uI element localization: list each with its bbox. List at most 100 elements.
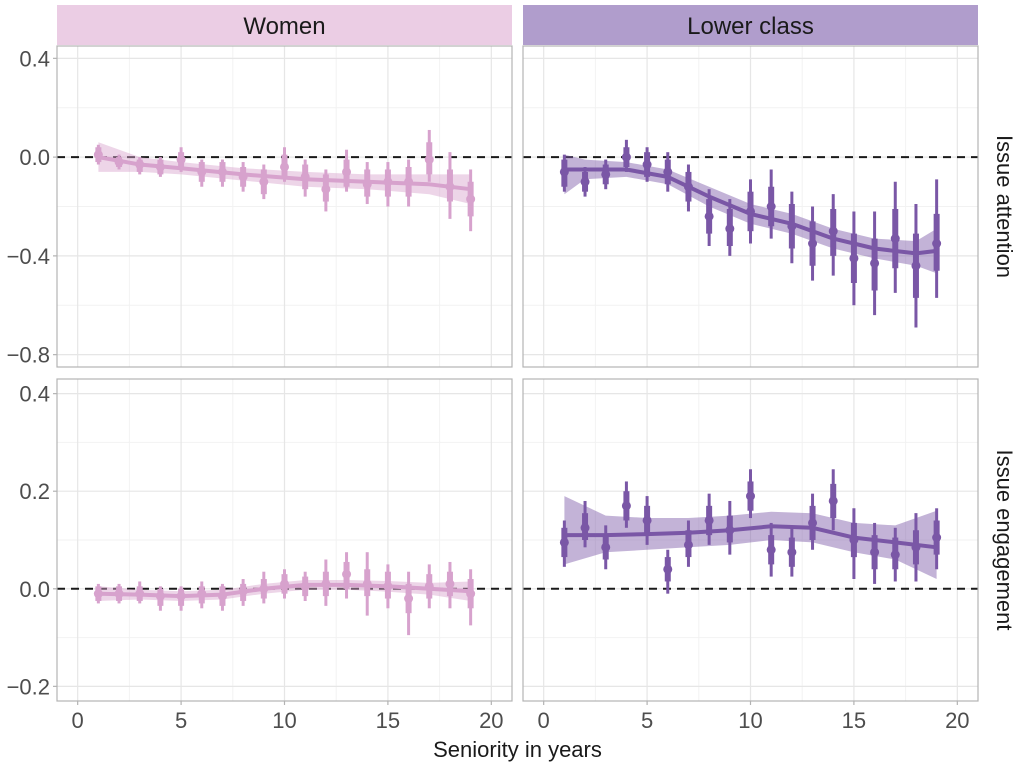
y-tick-label: 0.4 xyxy=(19,46,50,71)
point-estimate xyxy=(321,579,331,589)
point-estimate xyxy=(746,491,755,501)
point-estimate xyxy=(663,564,673,574)
point-estimate xyxy=(808,518,818,528)
y-tick-label: −0.4 xyxy=(7,244,50,269)
point-estimate xyxy=(828,226,838,236)
point-estimate xyxy=(580,177,590,187)
point-estimate xyxy=(259,584,269,594)
point-estimate xyxy=(155,591,165,601)
point-estimate xyxy=(601,542,611,552)
point-estimate xyxy=(135,589,145,599)
x-tick-label: 20 xyxy=(479,708,503,733)
point-estimate xyxy=(135,160,145,170)
point-estimate xyxy=(932,239,942,249)
point-estimate xyxy=(787,547,797,557)
point-estimate xyxy=(217,591,227,601)
y-tick-label: 0.0 xyxy=(19,577,50,602)
x-tick-label: 10 xyxy=(272,708,296,733)
point-estimate xyxy=(601,169,611,179)
point-estimate xyxy=(870,258,880,268)
row-strip-label: Issue engagement xyxy=(992,449,1017,630)
point-estimate xyxy=(342,167,352,177)
point-estimate xyxy=(683,540,693,550)
panel-border xyxy=(522,45,979,368)
smooth-line xyxy=(98,155,471,192)
point-estimate xyxy=(787,221,797,231)
point-estimate xyxy=(870,547,880,557)
point-estimate xyxy=(808,239,818,249)
point-estimate xyxy=(362,179,372,189)
point-estimate xyxy=(911,542,921,552)
point-estimate xyxy=(725,525,735,535)
point-estimate xyxy=(155,162,165,172)
point-estimate xyxy=(197,167,207,177)
point-estimate xyxy=(342,569,352,579)
x-tick-label: 15 xyxy=(376,708,400,733)
y-tick-label: −0.2 xyxy=(7,674,50,699)
x-tick-label: 10 xyxy=(738,708,762,733)
point-estimate xyxy=(300,172,310,182)
point-estimate xyxy=(580,523,590,533)
panel-border xyxy=(56,45,513,368)
y-tick-label: 0.0 xyxy=(19,145,50,170)
x-tick-label: 0 xyxy=(538,708,550,733)
point-estimate xyxy=(383,581,393,591)
column-strip-label: Lower class xyxy=(687,13,814,40)
point-estimate xyxy=(321,184,331,194)
point-estimate xyxy=(93,150,103,160)
point-estimate xyxy=(424,155,434,165)
point-estimate xyxy=(404,177,414,187)
point-estimate xyxy=(725,224,735,234)
point-estimate xyxy=(280,579,289,589)
point-estimate xyxy=(704,515,714,525)
point-estimate xyxy=(766,202,776,211)
point-estimate xyxy=(746,206,755,216)
x-axis-title: Seniority in years xyxy=(433,737,602,762)
point-estimate xyxy=(217,167,227,177)
point-estimate xyxy=(621,152,631,162)
column-strip xyxy=(523,5,978,45)
point-estimate xyxy=(911,261,921,271)
column-strip xyxy=(57,5,512,45)
point-estimate xyxy=(683,182,693,192)
y-tick-label: −0.8 xyxy=(7,343,50,368)
point-estimate xyxy=(176,591,186,601)
point-estimate xyxy=(766,545,776,555)
point-estimate xyxy=(621,501,631,511)
point-estimate xyxy=(424,581,434,591)
x-tick-label: 5 xyxy=(641,708,653,733)
point-estimate xyxy=(890,234,900,244)
point-estimate xyxy=(849,535,859,545)
y-tick-label: 0.4 xyxy=(19,382,50,407)
point-estimate xyxy=(114,157,124,167)
point-estimate xyxy=(445,182,455,192)
point-estimate xyxy=(93,589,103,599)
x-tick-label: 15 xyxy=(842,708,866,733)
point-estimate xyxy=(828,496,838,506)
point-estimate xyxy=(383,177,393,187)
x-tick-label: 5 xyxy=(175,708,187,733)
y-tick-label: 0.2 xyxy=(19,479,50,504)
smooth-ribbon xyxy=(564,496,937,579)
point-estimate xyxy=(238,172,248,182)
column-strip-label: Women xyxy=(243,13,325,40)
point-estimate xyxy=(404,594,414,604)
point-estimate xyxy=(114,589,124,599)
point-estimate xyxy=(197,589,207,599)
point-estimate xyxy=(642,515,652,525)
point-estimate xyxy=(259,177,269,187)
point-estimate xyxy=(849,253,859,263)
point-estimate xyxy=(176,155,186,165)
x-tick-label: 20 xyxy=(945,708,969,733)
point-estimate xyxy=(445,579,455,589)
row-strip-label: Issue attention xyxy=(992,135,1017,278)
x-tick-label: 0 xyxy=(72,708,84,733)
point-estimate xyxy=(466,194,476,204)
point-estimate xyxy=(280,162,289,172)
point-estimate xyxy=(559,167,569,177)
point-estimate xyxy=(238,586,248,596)
point-estimate xyxy=(663,167,673,177)
point-estimate xyxy=(890,550,900,560)
